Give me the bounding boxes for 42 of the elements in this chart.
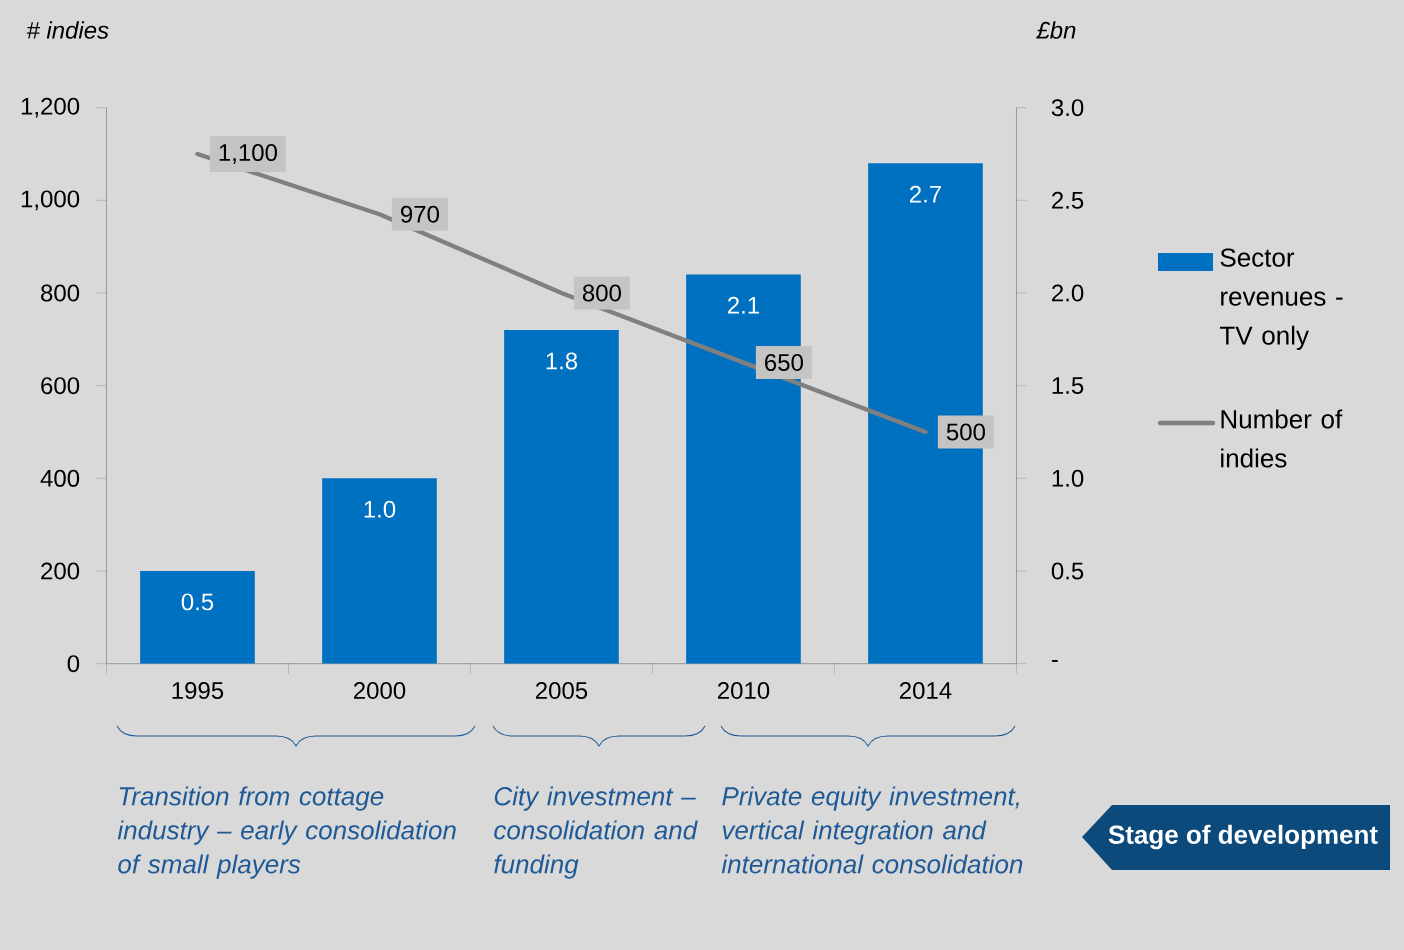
y-tick-label: 0	[67, 655, 80, 673]
legend-label: Sector revenues - TV only	[1220, 248, 1343, 350]
text: Stage of development	[1108, 824, 1378, 850]
x-tick-label: 1995	[172, 682, 224, 700]
y2-tick-label: -	[1051, 660, 1058, 662]
bar	[140, 570, 255, 664]
x-tick-label: 2010	[717, 682, 770, 700]
y-tick-label: 800	[41, 284, 80, 302]
bar	[686, 274, 801, 664]
text: Private equity investment, vertical integration and international consolidation	[721, 786, 1023, 874]
y-tick-label: 1,000	[21, 190, 80, 211]
x-tick-label: 2005	[535, 682, 588, 700]
legend-label: Number of indies	[1221, 409, 1343, 468]
text: Transition from cottage industry – early consolidation of small players	[117, 786, 456, 879]
x-tick-label: 2000	[353, 682, 406, 700]
data-label: 650	[765, 354, 803, 371]
y-tick-label: 1,200	[21, 97, 80, 118]
bar	[504, 330, 619, 664]
data-label: 1.8	[546, 352, 578, 370]
data-label: 2.7	[909, 185, 941, 203]
y2-tick-label: 0.5	[1051, 562, 1084, 580]
y-axis-title: # indies	[26, 21, 109, 39]
bar	[322, 478, 437, 664]
y2-axis-title: £bn	[1036, 21, 1076, 39]
y-tick-label: 200	[41, 562, 80, 580]
data-label: 1,100	[219, 144, 277, 164]
y2-tick-label: 3.0	[1051, 99, 1084, 117]
data-label: 2.1	[727, 296, 759, 314]
y2-tick-label: 1.5	[1052, 377, 1084, 395]
data-label: 1.0	[364, 500, 396, 518]
text: City investment – consolidation and funding	[494, 786, 698, 879]
x-tick-label: 2014	[899, 682, 952, 700]
y2-tick-label: 1.0	[1052, 469, 1084, 487]
y2-tick-label: 2.0	[1052, 284, 1084, 302]
data-label: 970	[401, 205, 439, 223]
y2-tick-label: 2.5	[1052, 191, 1084, 209]
y-tick-label: 600	[41, 377, 80, 395]
y-tick-label: 400	[40, 469, 80, 487]
data-label: 0.5	[181, 593, 214, 611]
bar	[868, 163, 983, 664]
data-label: 800	[582, 284, 621, 302]
data-label: 500	[946, 423, 985, 441]
